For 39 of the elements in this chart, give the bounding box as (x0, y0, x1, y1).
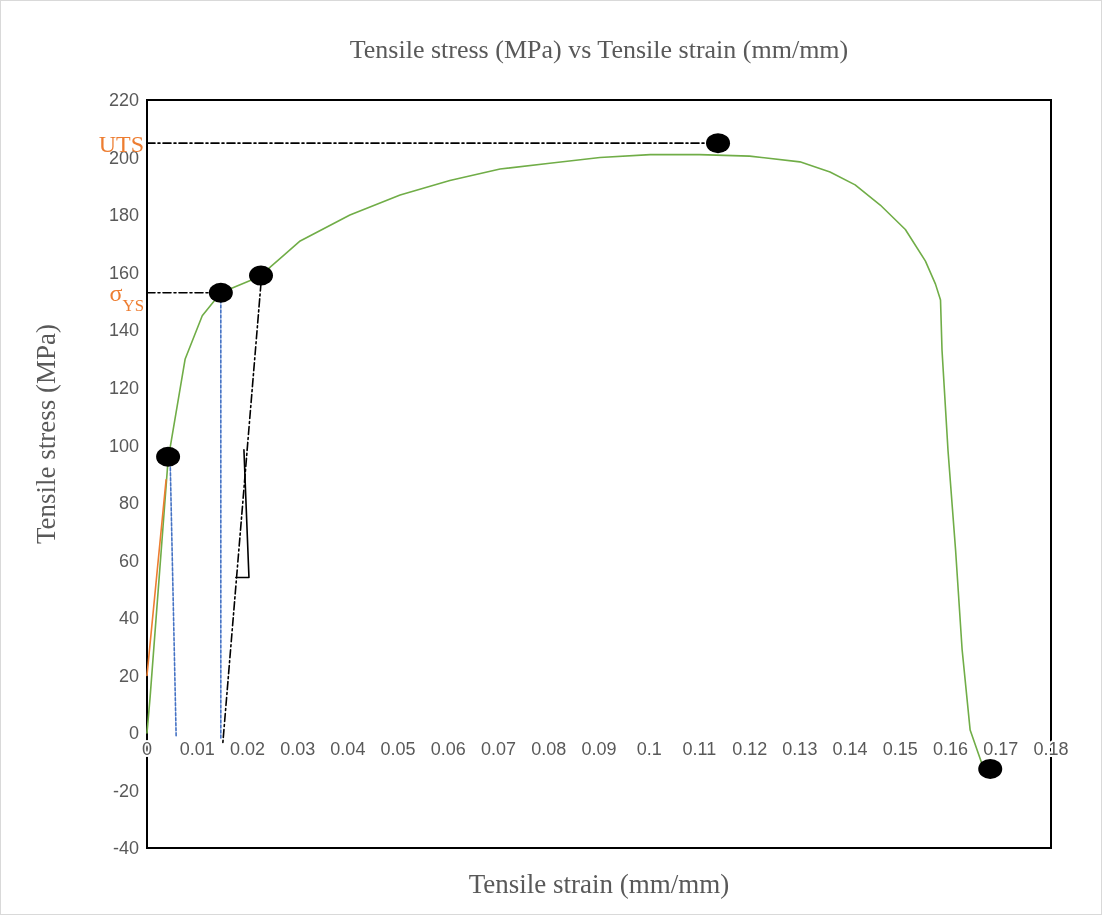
y-tick-label: 140 (108, 320, 139, 341)
y-tick-label: 20 (118, 665, 139, 686)
y-tick-label: 40 (118, 608, 139, 629)
y-tick-label: 180 (108, 205, 139, 226)
y-tick-label: -40 (112, 838, 139, 859)
x-tick-label: 0.15 (882, 738, 918, 759)
x-tick-label: 0.03 (280, 738, 316, 759)
x-tick-label: 0.14 (832, 738, 868, 759)
y-axis-title: Tensile stress (MPa) (31, 323, 61, 545)
x-tick-label: 0.11 (682, 738, 717, 759)
x-tick-label: 0.09 (581, 738, 617, 759)
x-tick-label: 0.08 (531, 738, 567, 759)
point (249, 265, 273, 286)
x-tick-label: 0.05 (380, 738, 416, 759)
chart-title: Tensile stress (MPa) vs Tensile strain (mm/mm) (349, 35, 849, 64)
y-tick-label: -20 (112, 780, 139, 801)
x-tick-label: 0.16 (933, 738, 969, 759)
y-tick-label: 120 (108, 377, 139, 398)
point (706, 133, 731, 154)
y-tick-label: 160 (108, 262, 139, 283)
x-tick-label: 0.13 (782, 738, 818, 759)
x-tick-label: 0.17 (983, 738, 1019, 759)
x-tick-label: 0.12 (732, 738, 768, 759)
x-tick-label: 0.07 (481, 738, 517, 759)
point (156, 446, 181, 467)
y-tick-label: 100 (108, 435, 139, 456)
point (208, 282, 233, 303)
point (978, 758, 1003, 779)
x-axis-title: Tensile strain (mm/mm) (468, 869, 730, 899)
x-tick-label: 0.06 (430, 738, 466, 759)
x-tick-label: 0.01 (179, 738, 215, 759)
y-tick-label: 220 (108, 90, 139, 111)
y-tick-label: 60 (118, 550, 139, 571)
y-tick-label: 80 (118, 493, 139, 514)
y-tick-label: 0 (128, 723, 139, 744)
annotation: σ$_{YS}$ (109, 280, 144, 315)
x-tick-label: 0.04 (330, 738, 366, 759)
x-tick-label: 0.1 (636, 738, 662, 759)
x-tick-label: 0.02 (229, 738, 265, 759)
